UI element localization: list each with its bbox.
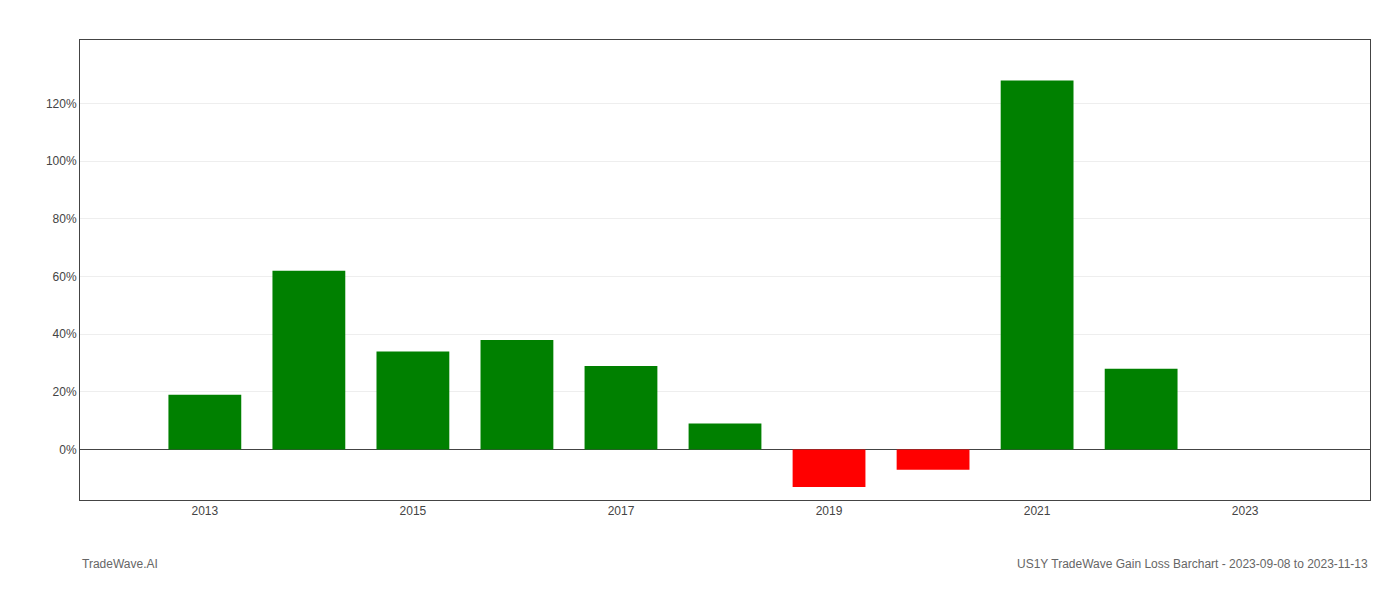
svg-text:2013: 2013 (191, 504, 218, 518)
svg-text:60%: 60% (53, 270, 77, 284)
svg-text:US1Y TradeWave Gain Loss Barch: US1Y TradeWave Gain Loss Barchart - 2023… (1017, 557, 1368, 571)
svg-text:40%: 40% (53, 327, 77, 341)
svg-text:TradeWave.AI: TradeWave.AI (82, 557, 158, 571)
svg-text:120%: 120% (46, 97, 77, 111)
svg-text:2017: 2017 (608, 504, 635, 518)
svg-text:80%: 80% (53, 212, 77, 226)
svg-text:100%: 100% (46, 154, 77, 168)
svg-text:2023: 2023 (1232, 504, 1259, 518)
svg-text:0%: 0% (59, 443, 77, 457)
svg-text:2019: 2019 (816, 504, 843, 518)
svg-text:20%: 20% (53, 385, 77, 399)
svg-text:2021: 2021 (1024, 504, 1051, 518)
svg-text:2015: 2015 (400, 504, 427, 518)
